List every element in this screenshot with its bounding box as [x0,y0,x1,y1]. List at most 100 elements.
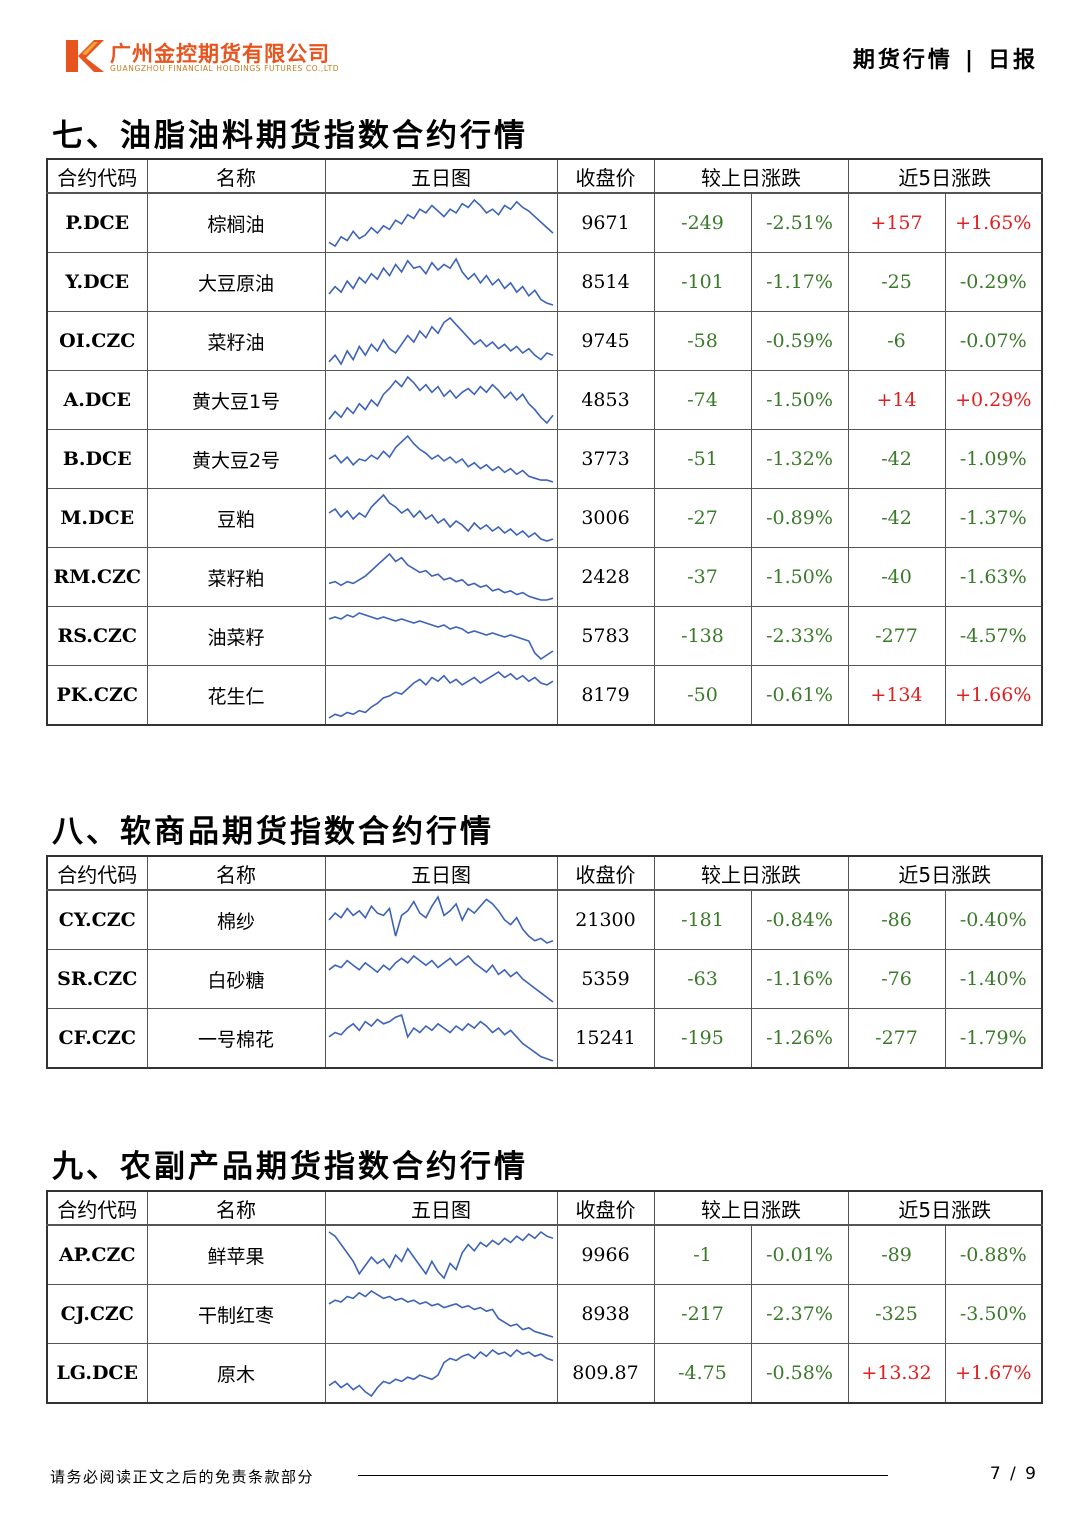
sparkline-path [328,1230,553,1280]
close-price: 8179 [556,665,655,726]
sparkline-path [327,375,554,425]
contract-code: AP.CZC [46,1224,148,1285]
daily-change-pct: -0.01% [750,1224,849,1285]
daily-change: -1 [653,1224,752,1285]
header-separator: | [964,48,976,73]
five-day-chart [324,1343,558,1404]
daily-change: -74 [653,370,752,430]
header-weekly-change: 近5日涨跌 [847,1190,1043,1226]
five-day-chart [324,949,558,1009]
footer-disclaimer: 请务必阅读正文之后的免责条款部分 [50,1468,315,1486]
weekly-change-pct: -1.40% [944,949,1043,1009]
header-chart: 五日图 [324,855,558,891]
table-row: OI.CZC 菜籽油 9745 -58 -0.59% -6 -0.07% [46,311,1043,371]
daily-change-pct: -0.61% [750,665,849,726]
quote-table-softs: 合约代码 名称 五日图 收盘价 较上日涨跌 近5日涨跌 CY.CZC 棉纱 21300 -181-… [46,855,1044,1069]
table-row: PK.CZC 花生仁 8179 -50 -0.61% +134 +1.66% [46,665,1043,726]
daily-change-pct: -2.37% [750,1284,849,1344]
sparkline-path [328,612,553,661]
contract-name: 鲜苹果 [146,1224,326,1285]
five-day-chart [324,606,558,666]
weekly-change: -40 [847,547,946,607]
five-day-sparkline [328,612,553,661]
section-title-oils: 七、油脂油料期货指数合约行情 [52,118,528,154]
sparkline-path [328,1013,553,1062]
sparkline-path [328,954,553,1003]
contract-name: 棉纱 [146,889,326,950]
daily-change: -138 [653,606,752,666]
sparkline-path [327,895,553,944]
daily-change: -37 [653,547,752,607]
header-code: 合约代码 [46,855,148,891]
close-price: 5783 [556,606,655,666]
header-chart: 五日图 [324,1190,558,1226]
close-price: 8514 [556,252,655,312]
contract-code: RM.CZC [46,547,148,607]
sparkline-path [328,434,553,483]
daily-change: -50 [653,665,752,726]
daily-change-pct: -1.26% [750,1008,849,1069]
table-row: RM.CZC 菜籽粕 2428 -37 -1.50% -40 -1.63% [46,547,1043,607]
daily-change-pct: -2.33% [750,606,849,666]
five-day-sparkline [328,1013,553,1062]
header-name: 名称 [146,855,326,891]
five-day-sparkline [328,493,553,542]
section-title-agri: 九、农副产品期货指数合约行情 [52,1149,528,1185]
weekly-change: -25 [847,252,946,312]
five-day-sparkline [328,198,554,248]
weekly-change-pct: -4.57% [944,606,1043,666]
weekly-change: +14 [847,370,946,430]
report-frequency: 日报 [987,48,1038,73]
weekly-change: -42 [847,488,946,548]
sparkline-path [328,493,553,542]
contract-name: 棕榈油 [146,192,326,253]
header-code: 合约代码 [46,1190,148,1226]
contract-name: 花生仁 [146,665,326,726]
daily-change-pct: -1.16% [750,949,849,1009]
contract-code: M.DCE [46,488,148,548]
contract-name: 菜籽粕 [146,547,326,607]
table-row: B.DCE 黄大豆2号 3773 -51 -1.32% -42 -1.09% [46,429,1043,489]
daily-change: -51 [653,429,752,489]
daily-change: -58 [653,311,752,371]
weekly-change-pct: -1.37% [944,488,1043,548]
weekly-change-pct: -1.79% [944,1008,1043,1069]
daily-change-pct: -1.50% [750,370,849,430]
five-day-chart [324,1224,558,1285]
header-weekly-change: 近5日涨跌 [847,855,1043,891]
weekly-change: -76 [847,949,946,1009]
daily-change: -181 [653,889,752,950]
weekly-change: +134 [847,665,946,726]
five-day-sparkline [327,316,553,366]
five-day-chart [324,665,558,726]
close-price: 3006 [556,488,655,548]
contract-name: 一号棉花 [146,1008,326,1069]
five-day-chart [324,252,558,312]
contract-code: Y.DCE [46,252,148,312]
daily-change: -101 [653,252,752,312]
contract-code: SR.CZC [46,949,148,1009]
close-price: 8938 [556,1284,655,1344]
company-name-en: GUANGZHOU FINANCIAL HOLDINGS FUTURES CO.… [110,64,340,73]
table-row: AP.CZC 鲜苹果 9966 -1 -0.01% -89 -0.88% [46,1224,1043,1285]
weekly-change: +13.32 [847,1343,946,1404]
close-price: 4853 [556,370,655,430]
contract-name: 白砂糖 [146,949,326,1009]
page-number: 7 / 9 [989,1464,1038,1484]
contract-code: CY.CZC [46,889,148,950]
weekly-change-pct: +1.65% [944,192,1043,253]
sparkline-path [327,257,553,306]
five-day-sparkline [328,1348,553,1398]
close-price: 5359 [556,949,655,1009]
sparkline-path [328,671,553,719]
weekly-change-pct: -0.88% [944,1224,1043,1285]
header-close: 收盘价 [556,855,655,891]
sparkline-path [328,198,554,248]
contract-code: A.DCE [46,370,148,430]
weekly-change-pct: -1.09% [944,429,1043,489]
daily-change-pct: -0.59% [750,311,849,371]
weekly-change: -6 [847,311,946,371]
weekly-change: -89 [847,1224,946,1285]
contract-name: 原木 [146,1343,326,1404]
quote-table-agri: 合约代码 名称 五日图 收盘价 较上日涨跌 近5日涨跌 AP.CZC 鲜苹果 9966 -1 -0.… [46,1190,1044,1404]
